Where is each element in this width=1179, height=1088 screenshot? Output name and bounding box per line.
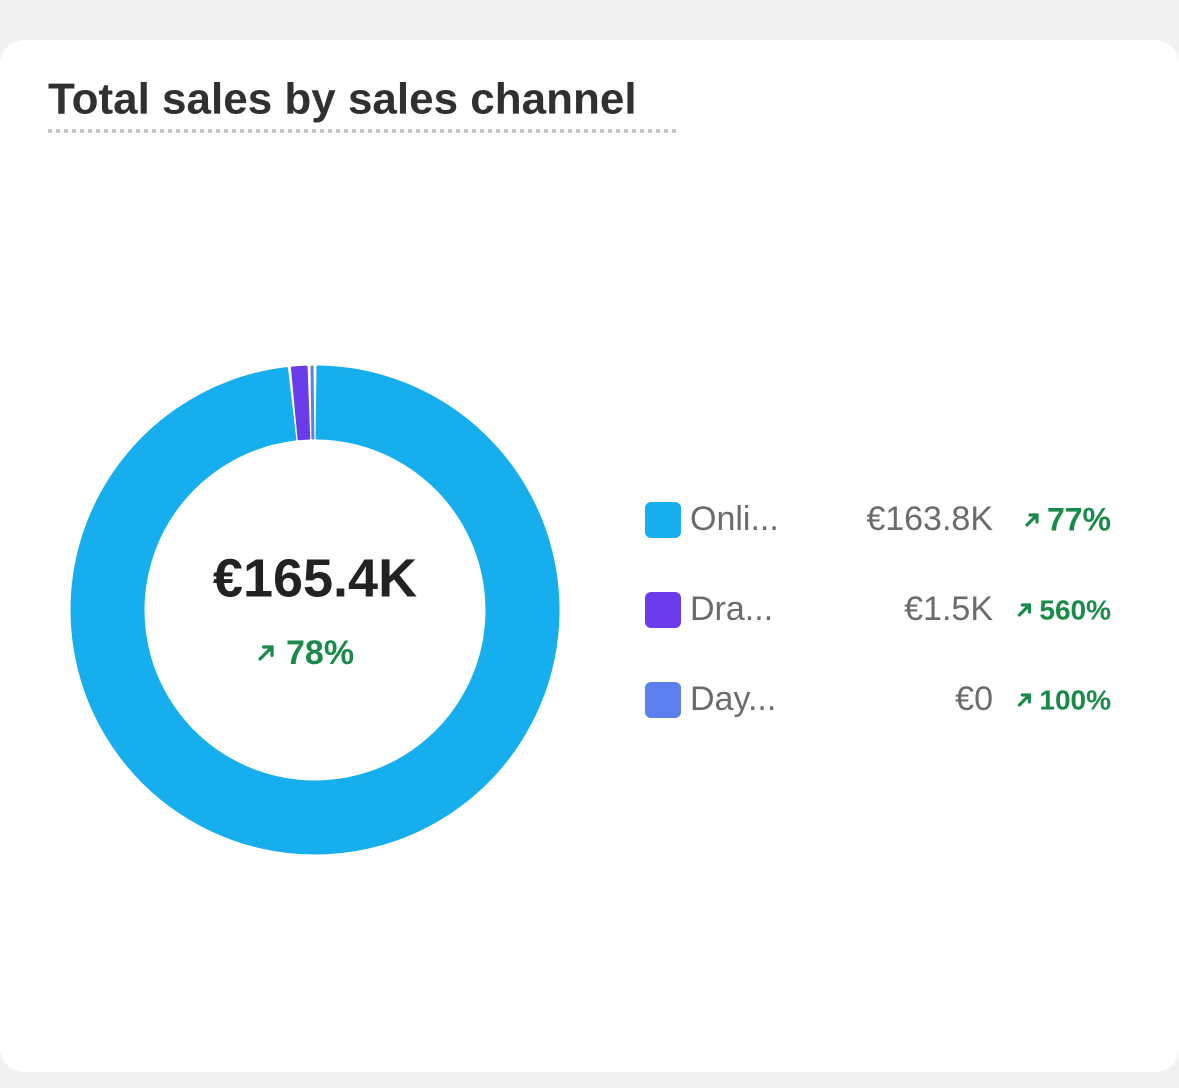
legend-value: €163.8K <box>866 500 993 538</box>
legend-label: Dra... <box>690 590 773 628</box>
donut-segment <box>310 365 315 440</box>
legend-value: €0 <box>955 680 993 718</box>
legend-swatch <box>645 592 681 628</box>
center-total: €165.4K <box>213 548 417 608</box>
card <box>0 40 1179 1072</box>
legend-value: €1.5K <box>904 590 993 628</box>
legend-change: 560% <box>1039 594 1111 625</box>
legend-swatch <box>645 502 681 538</box>
trend-arrow <box>258 645 274 661</box>
trend-arrow <box>1017 603 1031 617</box>
legend-swatch <box>645 682 681 718</box>
legend-change: 77% <box>1047 501 1111 537</box>
legend-label: Onli... <box>690 500 779 538</box>
legend-change: 100% <box>1039 684 1111 715</box>
trend-arrow <box>1017 693 1031 707</box>
legend-label: Day... <box>690 680 776 718</box>
trend-arrow <box>1025 513 1039 527</box>
chart-title[interactable]: Total sales by sales channel <box>48 75 637 124</box>
center-change: 78% <box>286 634 354 672</box>
donut-segment <box>290 365 311 441</box>
donut-segment <box>70 365 560 855</box>
